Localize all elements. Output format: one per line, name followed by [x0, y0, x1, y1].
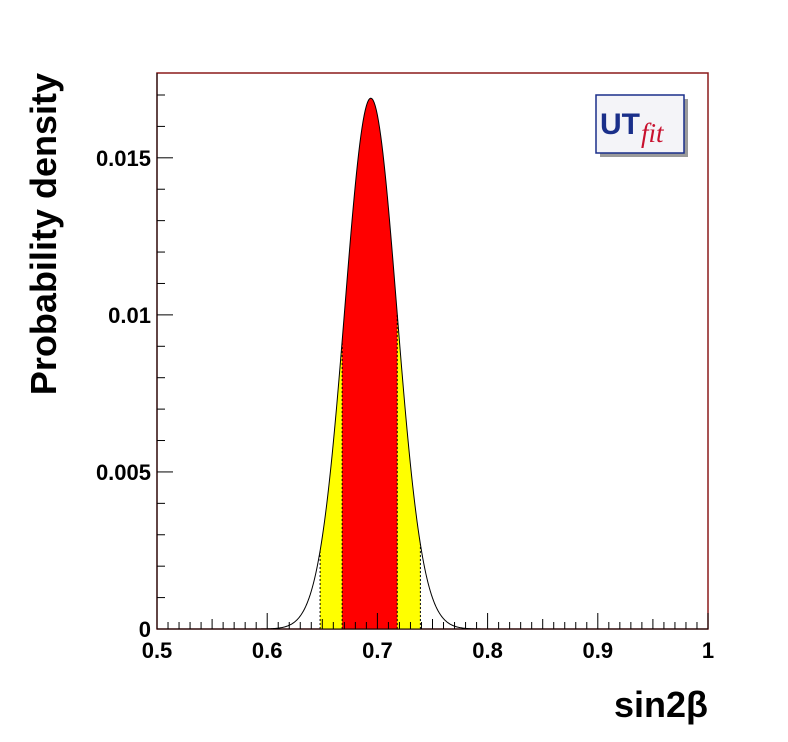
- y-tick-label: 0: [139, 617, 151, 642]
- confidence-regions: [320, 98, 421, 629]
- x-tick-label: 1: [702, 638, 714, 663]
- x-tick-label: 0.5: [142, 638, 173, 663]
- logo-box: [595, 94, 685, 154]
- utfit-logo: UT fit: [595, 94, 688, 157]
- plot-frame: [156, 72, 709, 630]
- y-axis-title: Probability density: [23, 73, 64, 395]
- logo-fit-text: fit: [641, 118, 665, 148]
- y-tick-label: 0.005: [96, 460, 151, 485]
- y-tick-label: 0.015: [96, 146, 151, 171]
- region-68pct: [342, 98, 398, 629]
- x-tick-label: 0.9: [583, 638, 614, 663]
- axes: 0.5 0.6 0.7 0.8 0.9 1 0 0.005 0.01 0.015: [96, 73, 714, 663]
- x-tick-label: 0.8: [472, 638, 503, 663]
- x-tick-label: 0.7: [362, 638, 393, 663]
- logo-ut-text: UT: [600, 108, 640, 141]
- plot-area: [156, 72, 709, 630]
- x-tick-label: 0.6: [252, 638, 283, 663]
- x-ticks: 0.5 0.6 0.7 0.8 0.9 1: [142, 613, 714, 663]
- region-boundaries: [319, 313, 421, 629]
- x-axis-title: sin2β: [614, 684, 708, 725]
- y-tick-label: 0.01: [108, 303, 151, 328]
- y-ticks: 0 0.005 0.01 0.015: [96, 94, 173, 642]
